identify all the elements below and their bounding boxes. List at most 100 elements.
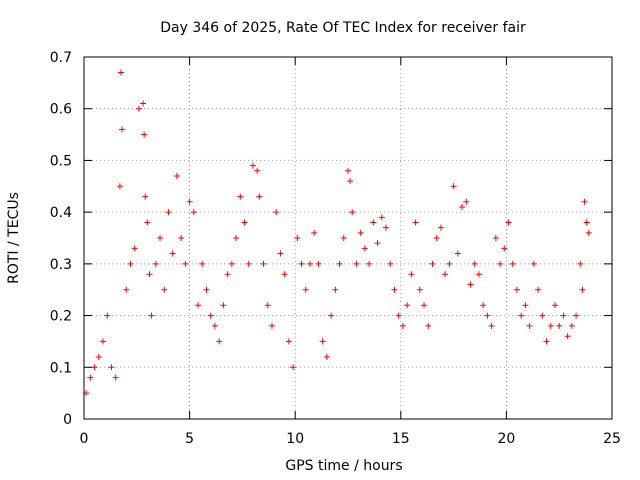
data-point (228, 260, 235, 267)
data-point (353, 260, 360, 267)
data-point (131, 245, 138, 252)
x-tick-label: 20 (497, 431, 515, 447)
y-tick-label: 0.1 (50, 360, 72, 376)
data-point (104, 312, 111, 319)
data-point (112, 374, 119, 381)
data-point (165, 209, 172, 216)
data-point (437, 224, 444, 231)
data-point (399, 322, 406, 329)
data-points (83, 69, 592, 397)
x-tick-label: 25 (603, 431, 621, 447)
y-tick-label: 0.3 (50, 257, 72, 273)
data-point (535, 286, 542, 293)
data-point (564, 333, 571, 340)
data-point (577, 260, 584, 267)
data-point (505, 219, 512, 226)
data-point (518, 312, 525, 319)
data-point (509, 260, 516, 267)
x-axis-label: GPS time / hours (285, 458, 402, 474)
data-point (108, 364, 115, 371)
data-point (395, 312, 402, 319)
data-point (123, 286, 130, 293)
data-point (551, 302, 558, 309)
data-point (454, 250, 461, 257)
y-tick-label: 0.2 (50, 309, 72, 325)
data-point (157, 235, 164, 241)
data-point (224, 271, 231, 278)
y-axis-label: ROTI / TECUs (6, 192, 22, 284)
data-point (117, 69, 124, 76)
data-point (281, 271, 288, 278)
data-point (273, 209, 280, 216)
data-point (277, 250, 284, 257)
data-point (383, 224, 390, 231)
x-tick-label: 5 (185, 431, 194, 447)
y-tick-label: 0.7 (50, 50, 72, 66)
data-point (429, 260, 436, 267)
data-point (543, 338, 550, 345)
data-point (336, 260, 343, 267)
data-point (560, 312, 567, 319)
data-point (290, 364, 297, 371)
data-point (127, 260, 134, 267)
data-point (241, 219, 248, 226)
data-point (547, 322, 554, 329)
grid-lines (83, 56, 613, 420)
data-point (190, 209, 197, 216)
data-point (220, 302, 227, 309)
data-point (323, 353, 330, 360)
data-point (484, 312, 491, 319)
data-point (463, 198, 470, 205)
data-point (298, 260, 305, 267)
data-point (237, 193, 244, 200)
y-tick-label: 0 (63, 412, 72, 428)
data-point (585, 229, 592, 236)
data-point (233, 235, 240, 241)
data-point (100, 338, 107, 345)
data-point (302, 286, 309, 293)
data-point (340, 235, 347, 241)
data-point (203, 286, 210, 293)
data-point (135, 105, 142, 112)
data-point (169, 250, 176, 257)
data-point (459, 203, 466, 210)
data-point (471, 260, 478, 267)
data-point (87, 374, 94, 381)
data-point (249, 162, 256, 169)
data-point (370, 219, 377, 226)
data-point (285, 338, 292, 345)
data-point (522, 302, 529, 309)
y-tick-label: 0.6 (50, 102, 72, 118)
data-point (387, 260, 394, 267)
data-point (501, 245, 508, 252)
data-point (144, 219, 151, 226)
data-point (142, 193, 149, 200)
data-point (245, 260, 252, 267)
data-point (199, 260, 206, 267)
data-point (357, 229, 364, 236)
x-tick-label: 0 (80, 431, 89, 447)
data-point (416, 286, 423, 293)
data-point (95, 353, 102, 360)
data-point (268, 322, 275, 329)
data-point (141, 131, 148, 138)
data-point (207, 312, 214, 319)
data-point (492, 235, 499, 241)
x-tick-label: 15 (392, 431, 410, 447)
data-point (319, 338, 326, 345)
data-point (173, 172, 180, 179)
axis-ticks: 0 0.1 0.2 0.3 0.4 0.5 0.6 0.7 0 5 10 15 20 25 (50, 50, 621, 447)
plot-frame (83, 56, 613, 420)
data-point (119, 126, 126, 133)
data-point (446, 260, 453, 267)
data-point (349, 209, 356, 216)
chart-title: Day 346 of 2025, Rate Of TEC Index for r… (160, 20, 526, 36)
x-tick-label: 10 (286, 431, 304, 447)
data-point (480, 302, 487, 309)
data-point (412, 219, 419, 226)
y-tick-label: 0.4 (50, 205, 72, 221)
data-point (254, 167, 261, 174)
data-point (116, 183, 123, 190)
data-point (467, 281, 474, 288)
